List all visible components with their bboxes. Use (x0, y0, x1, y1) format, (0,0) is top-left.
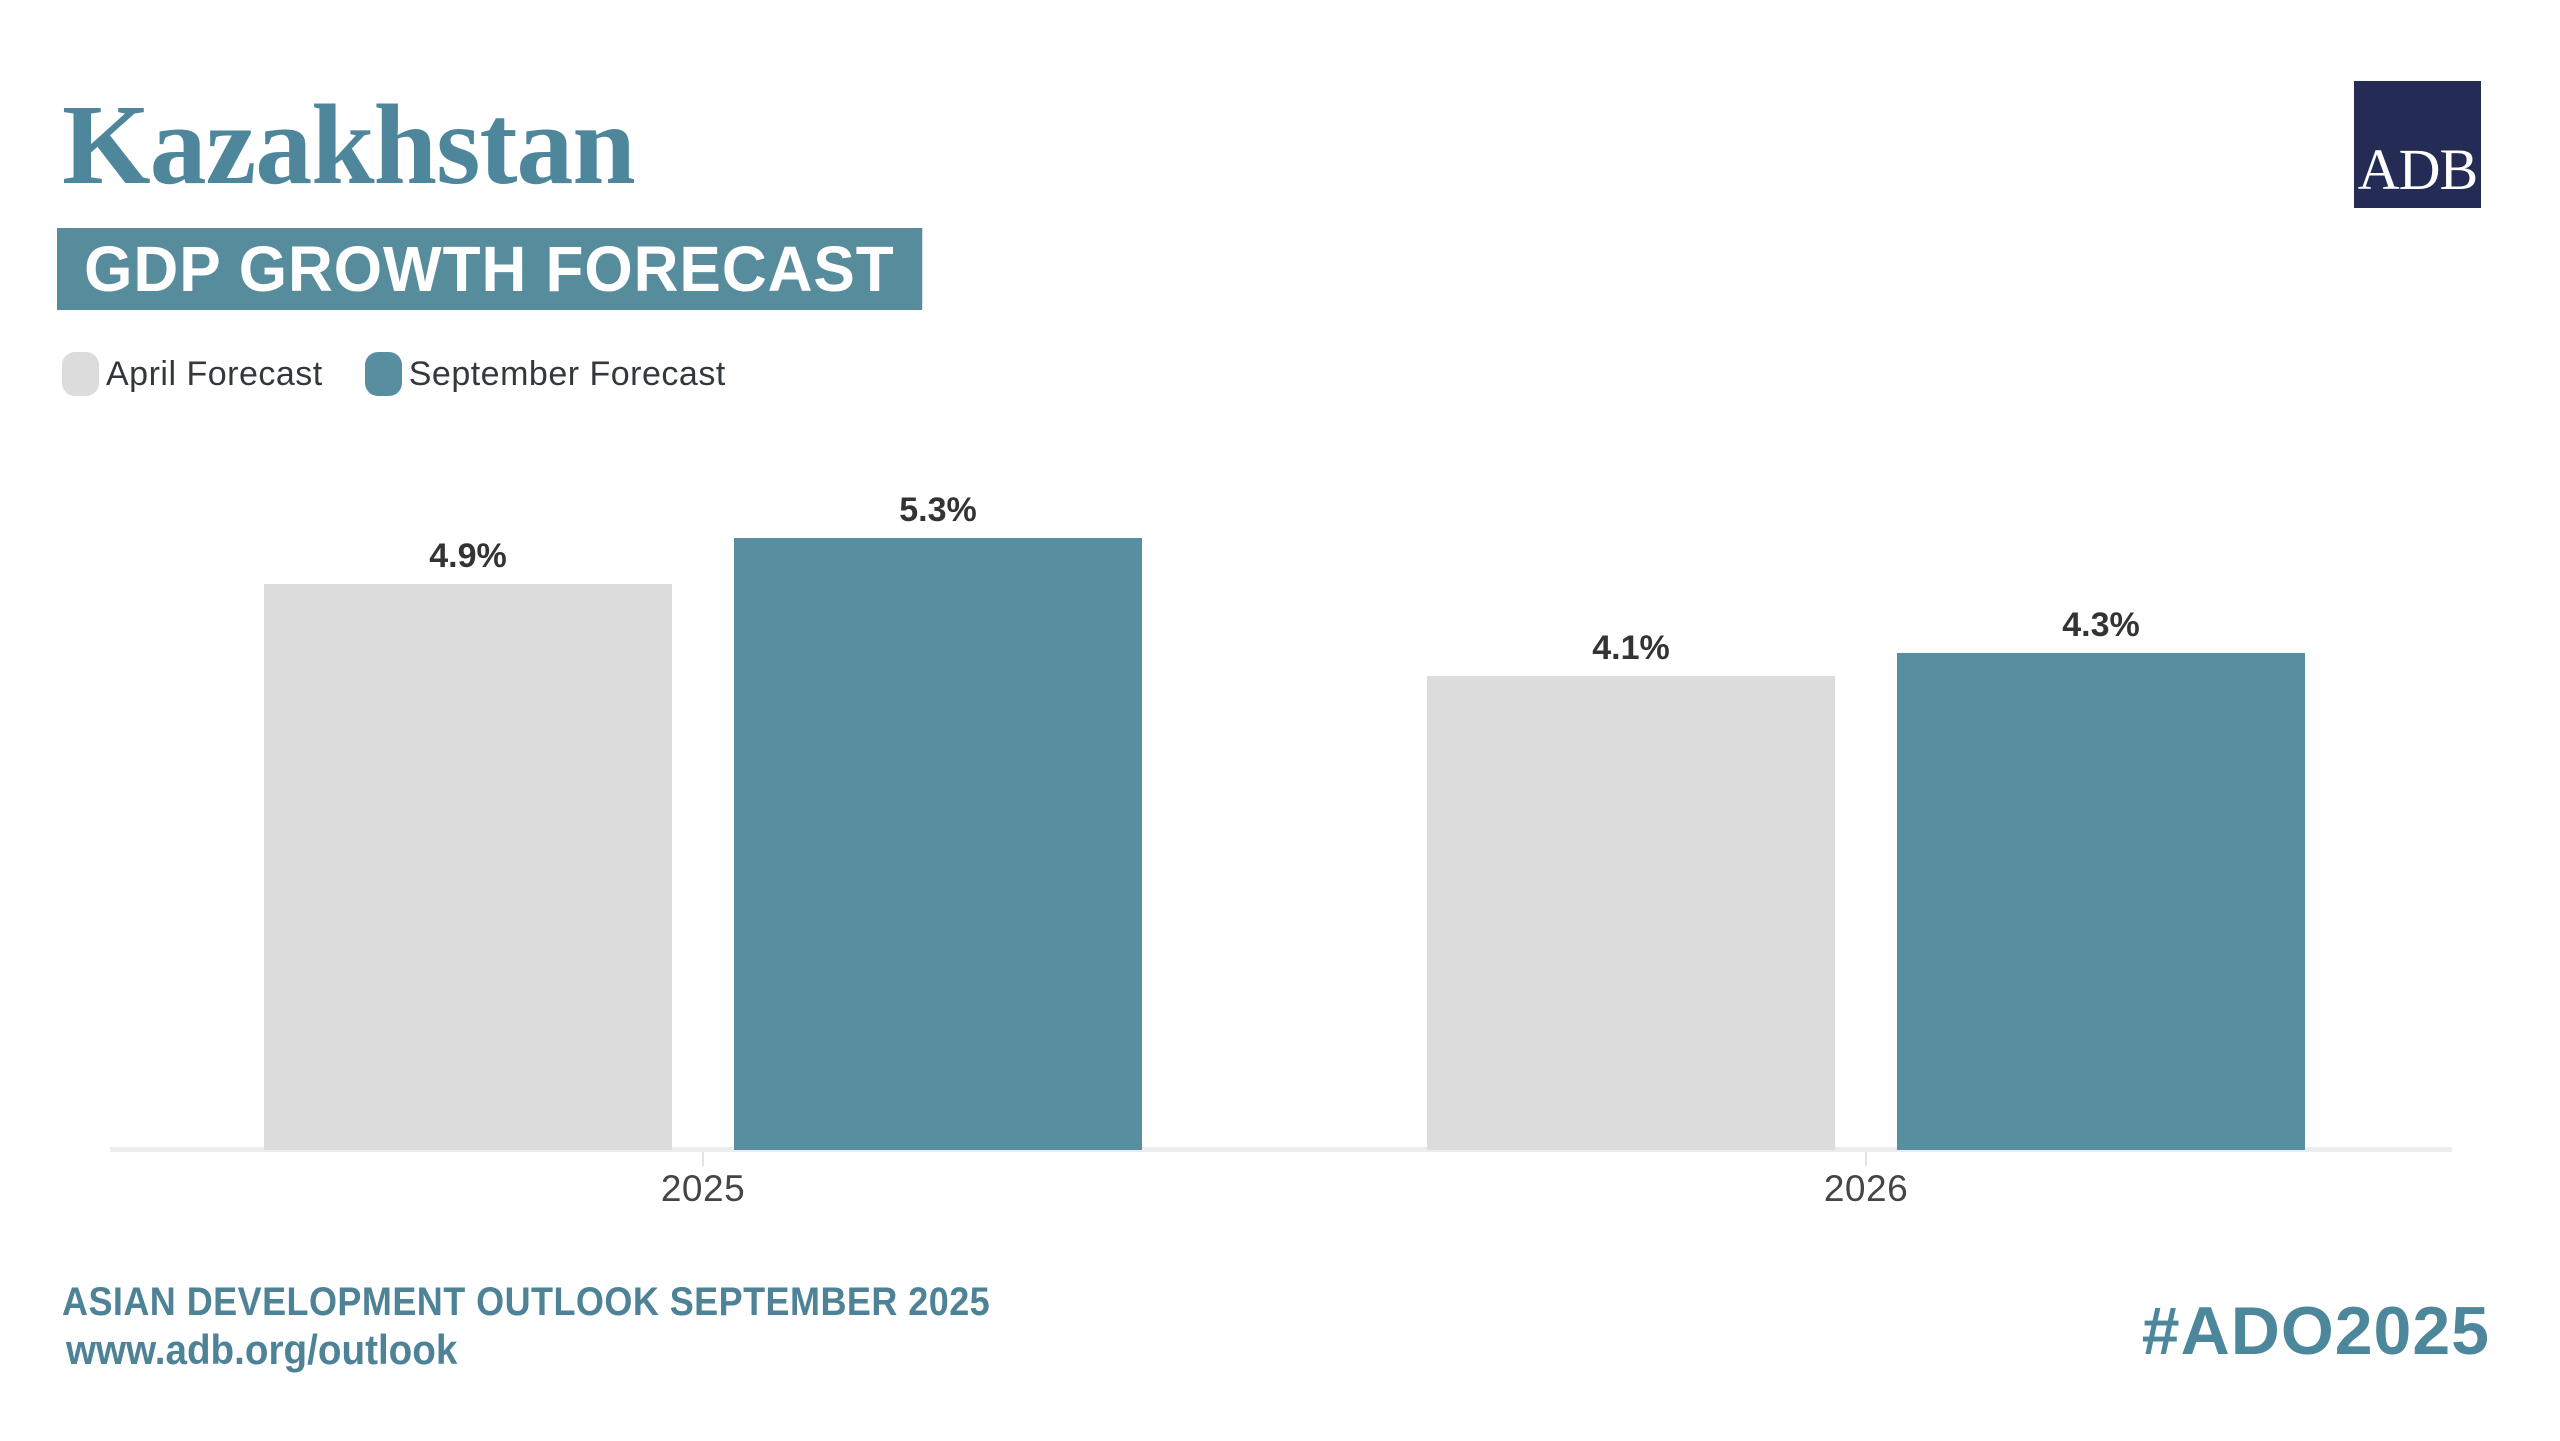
x-axis-tick (1865, 1152, 1867, 1166)
legend-swatch-september (364, 352, 402, 396)
legend-item-april-forecast: April Forecast (62, 352, 323, 396)
legend-swatch-april (62, 352, 99, 396)
legend-item-september-forecast: September Forecast (364, 352, 726, 396)
bar-value-label: 5.3% (899, 491, 977, 529)
bar-value-label: 4.3% (2062, 606, 2140, 644)
x-axis-tick (702, 1152, 704, 1166)
x-axis-label-2026: 2026 (1823, 1168, 1909, 1209)
bar-value-label: 4.1% (1592, 629, 1670, 667)
chart-legend: April Forecast September Forecast (62, 352, 726, 396)
bar-april-forecast-2025 (264, 584, 672, 1150)
adb-logo-text: ADB (2357, 137, 2478, 202)
footer-url-link[interactable]: www.adb.org/outlook (66, 1326, 458, 1373)
bar-september-forecast-2026 (1897, 653, 2305, 1150)
footer-hashtag: #ADO2025 (2141, 1293, 2490, 1369)
page-title: Kazakhstan (62, 81, 636, 208)
legend-label-april: April Forecast (106, 355, 323, 393)
bar-september-forecast-2025 (734, 538, 1142, 1150)
bar-value-label: 4.9% (429, 537, 507, 575)
adb-logo: ADB (2354, 81, 2481, 208)
x-axis-line (110, 1147, 2452, 1152)
legend-label-september: September Forecast (408, 355, 726, 393)
subtitle-badge: GDP GROWTH FORECAST (57, 228, 922, 310)
footer-publication: ASIAN DEVELOPMENT OUTLOOK SEPTEMBER 2025 (62, 1280, 991, 1324)
bar-april-forecast-2026 (1427, 676, 1835, 1150)
x-axis-label-2025: 2025 (660, 1168, 746, 1209)
